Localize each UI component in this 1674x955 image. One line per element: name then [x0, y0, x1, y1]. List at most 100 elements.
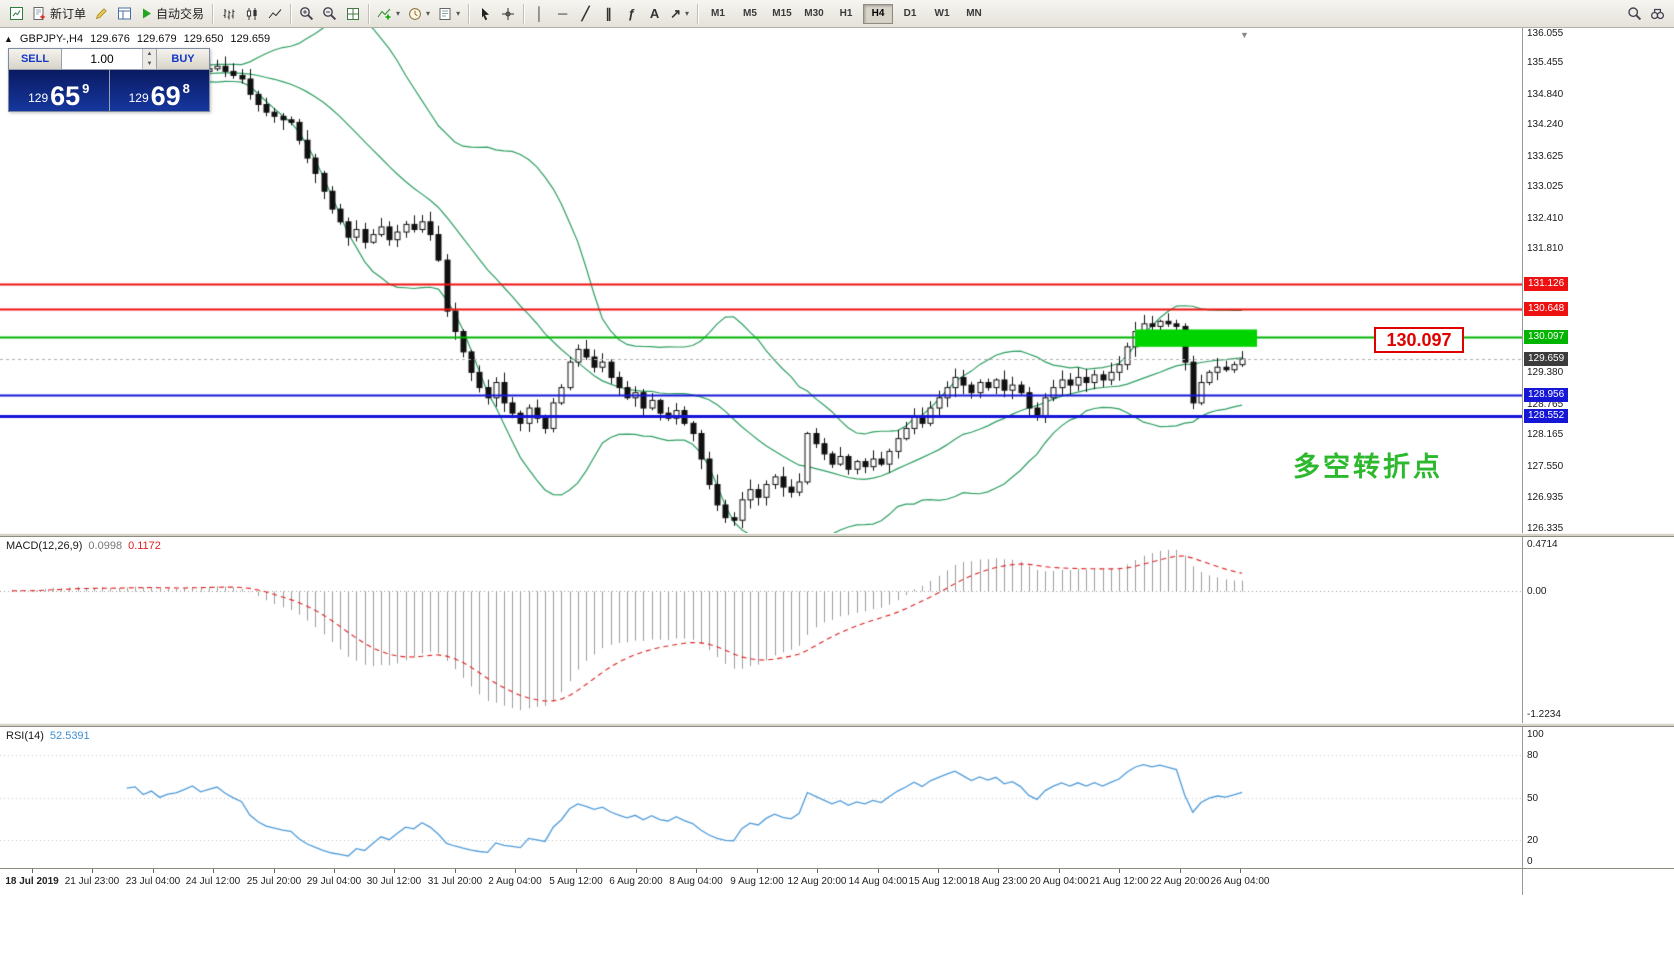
timeframe-w1-button[interactable]: W1: [934, 8, 950, 19]
new-chart-button[interactable]: [5, 3, 28, 25]
time-tick: [1059, 869, 1060, 873]
channel-button[interactable]: ∥: [597, 3, 620, 25]
timeframe-m30-button[interactable]: M30: [804, 8, 824, 19]
vertical-line-icon: │: [535, 6, 544, 21]
toolbar-separator: [290, 3, 292, 24]
buy-price-sup: 8: [182, 81, 190, 96]
time-label: 26 Aug 04:00: [1210, 876, 1270, 887]
templates-button[interactable]: ▾: [434, 3, 464, 25]
crosshair-icon: [501, 7, 515, 21]
macd-header: MACD(12,26,9) 0.0998 0.1172: [6, 540, 161, 552]
volume-down-button[interactable]: ▼: [143, 59, 156, 69]
text-tool-button[interactable]: A: [643, 3, 666, 25]
new-order-button[interactable]: 新订单: [28, 3, 90, 25]
periods-icon: [408, 7, 422, 21]
macd-main-value: 0.0998: [88, 540, 123, 552]
metaeditor-icon: [94, 6, 109, 21]
trendline-button[interactable]: ╱: [574, 3, 597, 25]
candle-chart-button[interactable]: [240, 3, 263, 25]
time-label: 31 Jul 20:00: [427, 876, 483, 887]
quick-search-icon: [1627, 6, 1642, 21]
volume-box: ▲ ▼: [61, 49, 157, 69]
time-tick: [998, 869, 999, 873]
new-order-label: 新订单: [50, 7, 87, 21]
bar-chart-button[interactable]: [217, 3, 240, 25]
timeframe-m5-button[interactable]: M5: [743, 8, 757, 19]
price-chart-canvas[interactable]: [0, 28, 1522, 533]
time-axis-corner: [1522, 869, 1674, 895]
cursor-icon: [478, 7, 492, 21]
price-scale-label: 126.335: [1527, 522, 1564, 534]
price-level-tag: 129.659: [1524, 352, 1569, 367]
periods-button[interactable]: ▾: [404, 3, 434, 25]
chart-shift-icon: ▼: [1240, 30, 1249, 40]
timeframe-mn-button[interactable]: MN: [966, 8, 982, 19]
market-watch-button[interactable]: [113, 3, 136, 25]
panel-splitter[interactable]: [0, 533, 1674, 537]
sell-price-big: 65: [50, 80, 81, 111]
find-symbol-icon: [1650, 6, 1665, 21]
toolbar-separator: [368, 3, 370, 24]
rsi-axis: 100 80 50 20 0: [1522, 727, 1674, 868]
price-scale-label: 134.240: [1527, 119, 1564, 131]
zoom-in-button[interactable]: [295, 3, 318, 25]
one-click-collapse-icon[interactable]: ▲: [4, 34, 13, 44]
time-label: 15 Aug 12:00: [908, 876, 968, 887]
templates-icon: [438, 7, 452, 21]
macd-canvas[interactable]: [0, 537, 1522, 723]
toolbar-separator: [523, 3, 525, 24]
price-scale-label: 135.455: [1527, 57, 1564, 69]
time-label: 24 Jul 12:00: [185, 876, 241, 887]
new-order-icon: [32, 6, 47, 21]
time-tick: [576, 869, 577, 873]
sell-button[interactable]: SELL: [9, 49, 61, 69]
rsi-canvas[interactable]: [0, 727, 1522, 868]
time-label: 22 Aug 20:00: [1150, 876, 1210, 887]
buy-price-tile[interactable]: 129 69 8: [109, 70, 209, 111]
time-label: 8 Aug 04:00: [669, 876, 723, 887]
zoom-out-button[interactable]: [318, 3, 341, 25]
price-axis[interactable]: 136.055 135.455 134.840 134.240 133.625 133.0…: [1522, 28, 1674, 534]
timeframe-d1-button[interactable]: D1: [903, 8, 917, 19]
time-axis[interactable]: 18 Jul 2019 21 Jul 23:00 23 Jul 04:00 24 Ju…: [0, 868, 1674, 895]
chart-annotation: 多空转折点: [1293, 452, 1443, 482]
timeframe-m1-button[interactable]: M1: [711, 8, 725, 19]
sell-price-tile[interactable]: 129 65 9: [9, 70, 109, 111]
panel-splitter[interactable]: [0, 723, 1674, 727]
volume-input[interactable]: [62, 49, 142, 69]
volume-spinner: ▲ ▼: [142, 49, 156, 69]
ohlc-low: 129.650: [183, 33, 224, 45]
price-scale-label: 132.410: [1527, 212, 1564, 224]
find-symbol-button[interactable]: [1646, 3, 1669, 25]
arrows-tool-button[interactable]: ↗ ▾: [666, 3, 693, 25]
cursor-button[interactable]: [473, 3, 496, 25]
chart-title: ▲ GBPJPY-,H4 129.676 129.679 129.650 129…: [4, 33, 270, 45]
line-chart-button[interactable]: [263, 3, 286, 25]
tile-windows-button[interactable]: [341, 3, 364, 25]
crosshair-button[interactable]: [496, 3, 519, 25]
dropdown-arrow-icon: ▾: [684, 9, 689, 18]
quick-search-button[interactable]: [1623, 3, 1646, 25]
time-tick: [92, 869, 93, 873]
fibonacci-button[interactable]: ƒ: [620, 3, 643, 25]
volume-up-button[interactable]: ▲: [143, 49, 156, 59]
vertical-line-button[interactable]: │: [528, 3, 551, 25]
trendline-icon: ╱: [581, 6, 590, 21]
time-label: 18 Aug 23:00: [968, 876, 1028, 887]
timeframe-h4-button[interactable]: H4: [863, 3, 893, 24]
horizontal-line-button[interactable]: ─: [551, 3, 574, 25]
indicators-button[interactable]: ▾: [373, 3, 404, 25]
time-label: 18 Jul 2019: [5, 876, 59, 887]
rsi-scale-label: 80: [1527, 750, 1539, 762]
buy-button[interactable]: BUY: [157, 49, 209, 69]
price-scale-label: 127.550: [1527, 460, 1564, 472]
rsi-panel: 100 80 50 20 0 RSI(14) 52.5391: [0, 727, 1674, 868]
timeframe-m15-button[interactable]: M15: [772, 8, 792, 19]
dropdown-arrow-icon: ▾: [456, 9, 461, 18]
metaeditor-button[interactable]: [90, 3, 113, 25]
market-watch-icon: [117, 6, 132, 21]
autotrading-button[interactable]: 自动交易: [136, 3, 208, 25]
time-label: 20 Aug 04:00: [1029, 876, 1089, 887]
timeframe-h1-button[interactable]: H1: [839, 8, 853, 19]
